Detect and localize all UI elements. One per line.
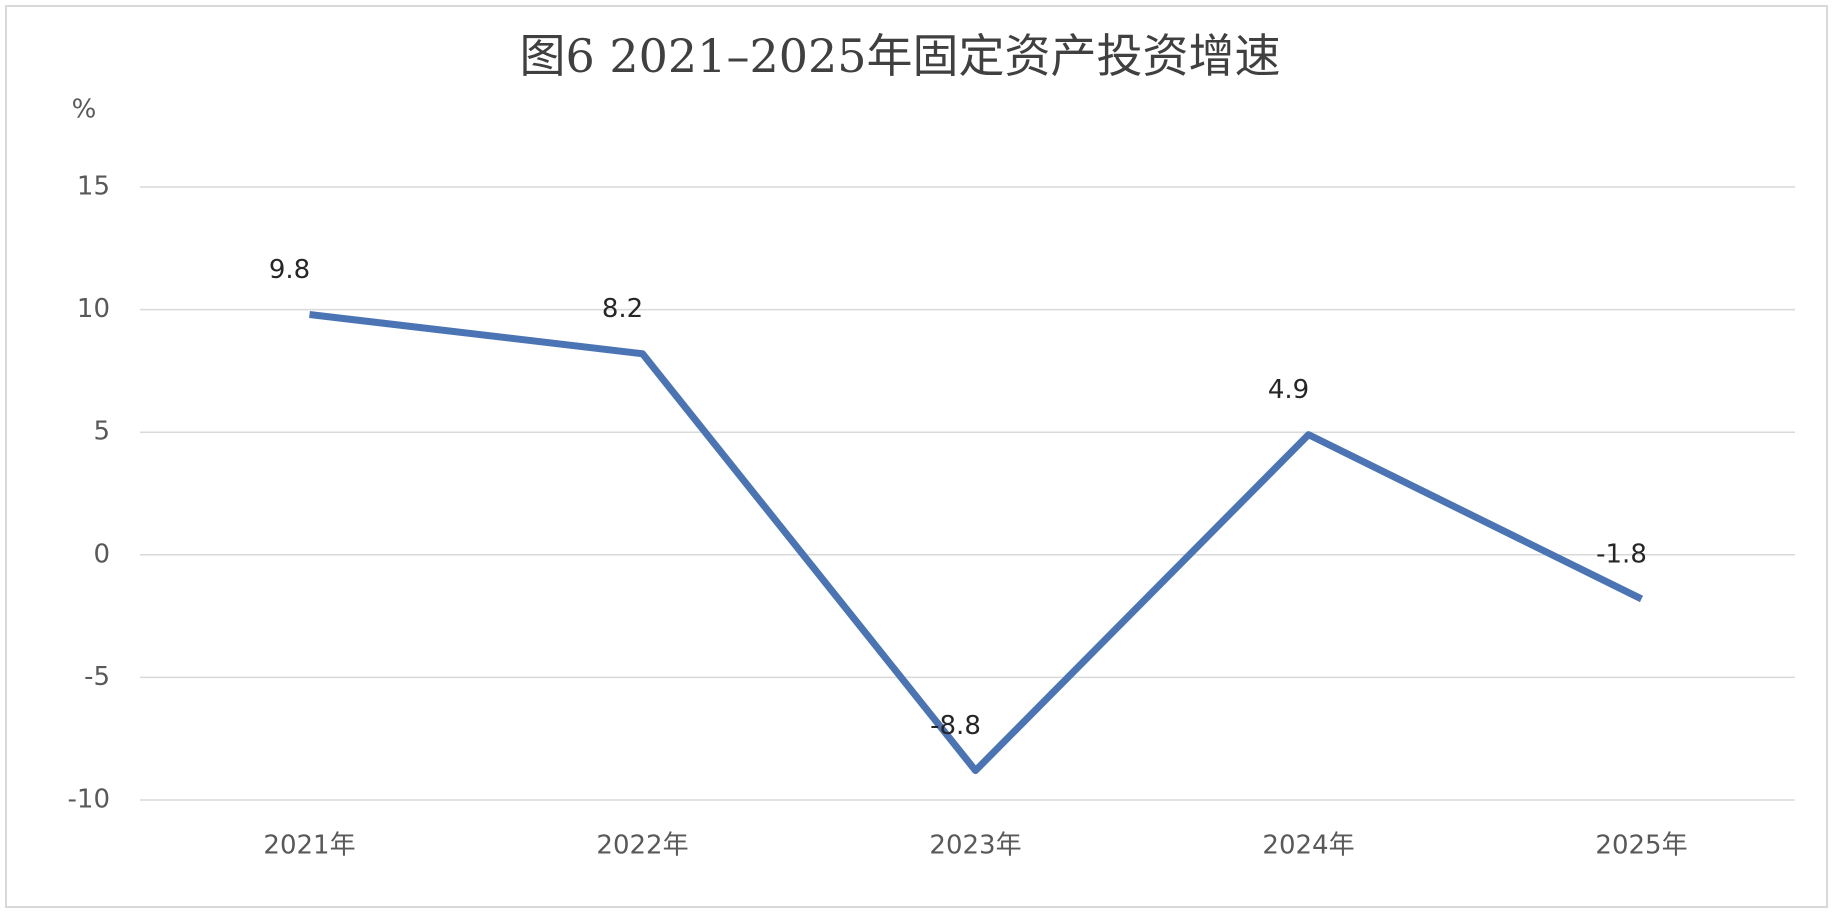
data-label: 9.8 [269, 255, 310, 285]
x-tick-label: 2022年 [596, 831, 688, 861]
data-label: 8.2 [602, 294, 643, 324]
chart-title: 图6 2021–2025年固定资产投资增速 [519, 29, 1280, 83]
x-tick-label: 2023年 [929, 831, 1021, 861]
chart-frame [6, 6, 1827, 907]
y-tick-label: -10 [68, 785, 110, 815]
data-label: 4.9 [1268, 375, 1309, 405]
data-label: -1.8 [1596, 539, 1647, 569]
y-tick-label: 5 [93, 417, 110, 447]
y-tick-label: -5 [84, 662, 110, 692]
y-tick-label: 0 [93, 539, 110, 569]
data-label: -8.8 [930, 711, 981, 741]
x-tick-label: 2025年 [1595, 831, 1687, 861]
y-tick-label: 15 [77, 172, 110, 202]
x-tick-label: 2021年 [263, 831, 355, 861]
x-tick-label: 2024年 [1262, 831, 1354, 861]
y-axis-label: % [72, 95, 97, 125]
y-tick-label: 10 [77, 294, 110, 324]
